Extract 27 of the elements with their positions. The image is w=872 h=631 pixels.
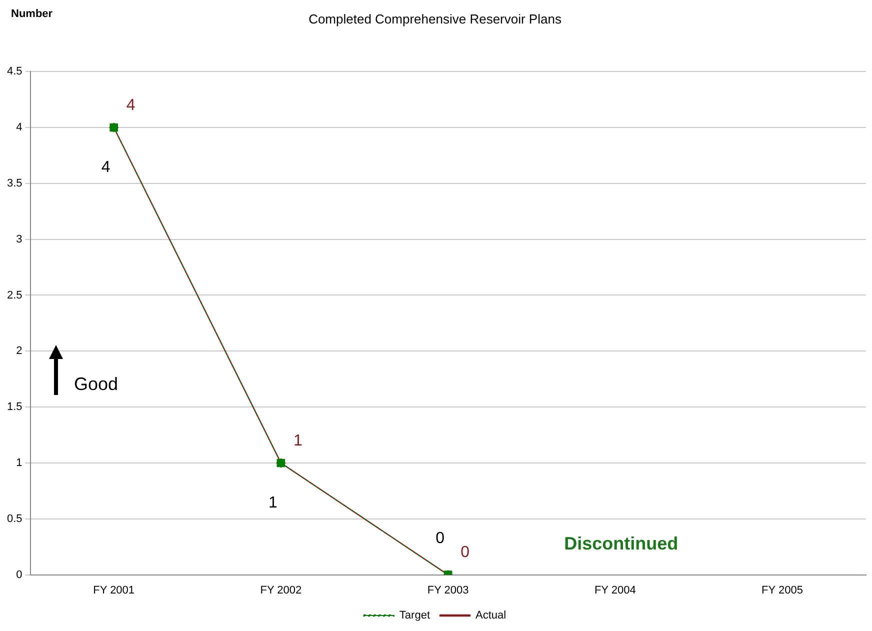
y-tick-label: 0.5 bbox=[6, 512, 22, 525]
y-axis-title: Number bbox=[11, 8, 54, 20]
x-tick-label: FY 2005 bbox=[762, 584, 803, 596]
y-tick-label: 3 bbox=[16, 233, 22, 246]
y-tick-label: 1.5 bbox=[6, 401, 22, 414]
x-tick-label: FY 2001 bbox=[93, 584, 135, 596]
data-label: 1 bbox=[293, 432, 302, 450]
y-tick-label: 2 bbox=[16, 345, 22, 358]
data-label: 1 bbox=[268, 494, 278, 512]
y-tick-label: 4 bbox=[16, 122, 22, 134]
chart-title: Completed Comprehensive Reservoir Plans bbox=[308, 11, 562, 26]
data-label: 4 bbox=[101, 158, 110, 176]
x-tick-label: FY 2004 bbox=[594, 584, 636, 596]
y-tick-label: 4.5 bbox=[6, 66, 22, 78]
data-label: 4 bbox=[126, 96, 136, 114]
x-tick-label: FY 2003 bbox=[427, 584, 469, 596]
y-tick-label: 3.5 bbox=[6, 177, 22, 190]
legend-label: Target bbox=[399, 610, 430, 622]
y-tick-label: 1 bbox=[16, 457, 22, 470]
x-tick-label: FY 2002 bbox=[260, 584, 302, 596]
data-label: 0 bbox=[460, 544, 470, 562]
y-tick-label: 0 bbox=[16, 568, 22, 581]
data-label: 0 bbox=[436, 530, 445, 548]
legend-label: Actual bbox=[476, 610, 506, 622]
annotation: Good bbox=[74, 374, 118, 394]
y-tick-label: 2.5 bbox=[6, 289, 22, 302]
annotation: Discontinued bbox=[564, 534, 678, 554]
